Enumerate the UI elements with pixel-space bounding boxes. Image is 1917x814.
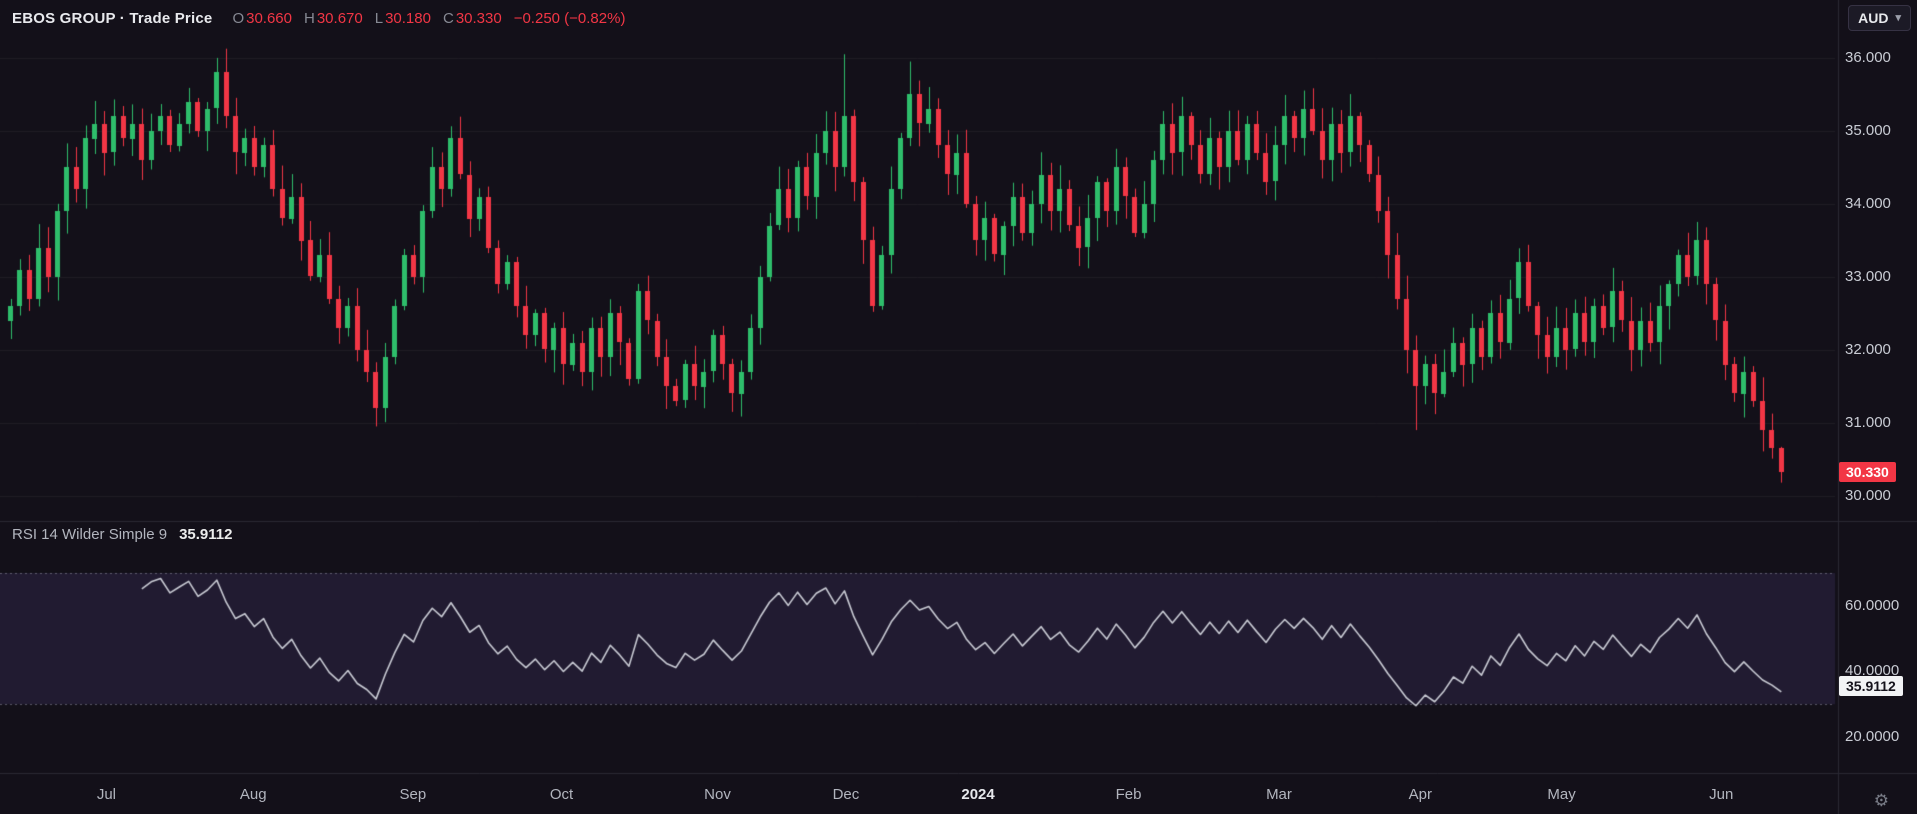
time-axis-label: Jul: [96, 786, 117, 803]
rsi-value-label: 35.9112: [1839, 675, 1903, 696]
price-tick-label: 36.000: [1845, 48, 1891, 66]
price-tick-label: 34.000: [1845, 194, 1891, 212]
price-tick-label: 33.000: [1845, 267, 1891, 285]
last-price-label: 30.330: [1839, 461, 1896, 482]
price-tick-label: 31.000: [1845, 413, 1891, 431]
rsi-tick-label: 60.0000: [1845, 596, 1900, 614]
rsi-tick-label: 20.0000: [1845, 728, 1900, 746]
close-label: C: [442, 10, 454, 27]
price-tick-label: 35.000: [1845, 121, 1891, 139]
currency-dropdown[interactable]: AUD ▾: [1848, 5, 1911, 31]
currency-label: AUD: [1858, 10, 1889, 26]
time-axis-label: May: [1547, 786, 1576, 803]
time-axis-label: Mar: [1266, 786, 1292, 803]
low-value: 30.180: [385, 10, 431, 27]
rsi-title: RSI 14 Wilder Simple 9: [12, 526, 168, 543]
time-axis-label: Nov: [704, 786, 731, 803]
change-value: −0.250 (−0.82%): [513, 10, 626, 27]
chevron-down-icon: ▾: [1895, 11, 1901, 24]
high-label: H: [304, 10, 315, 27]
settings-gear-icon[interactable]: ⚙: [1873, 791, 1889, 810]
open-label: O: [232, 10, 245, 27]
time-axis-label: Feb: [1115, 786, 1142, 803]
rsi-legend[interactable]: RSI 14 Wilder Simple 9 35.9112: [12, 526, 232, 543]
time-axis-label: Sep: [399, 786, 427, 803]
symbol-title[interactable]: EBOS GROUP · Trade Price: [12, 10, 213, 27]
time-axis-label: Aug: [239, 786, 267, 803]
time-axis-label: Apr: [1408, 786, 1432, 803]
time-axis-label: 2024: [961, 786, 995, 803]
ohlc-readout: O 30.660 H 30.670 L 30.180 C 30.330 −0.2…: [222, 10, 625, 27]
price-tick-label: 30.000: [1845, 486, 1891, 504]
rsi-value: 35.9112: [179, 526, 233, 543]
time-axis-label: Oct: [549, 786, 574, 803]
open-value: 30.660: [246, 10, 292, 27]
low-label: L: [374, 10, 384, 27]
rsi-tick-label: 40.0000: [1845, 662, 1900, 680]
close-value: 30.330: [455, 10, 502, 27]
high-value: 30.670: [316, 10, 363, 27]
price-tick-label: 32.000: [1845, 340, 1891, 358]
chart-legend[interactable]: EBOS GROUP · Trade Price O 30.660 H 30.6…: [12, 10, 625, 27]
time-axis-label: Jun: [1709, 786, 1734, 803]
time-axis-label: Dec: [832, 786, 860, 803]
